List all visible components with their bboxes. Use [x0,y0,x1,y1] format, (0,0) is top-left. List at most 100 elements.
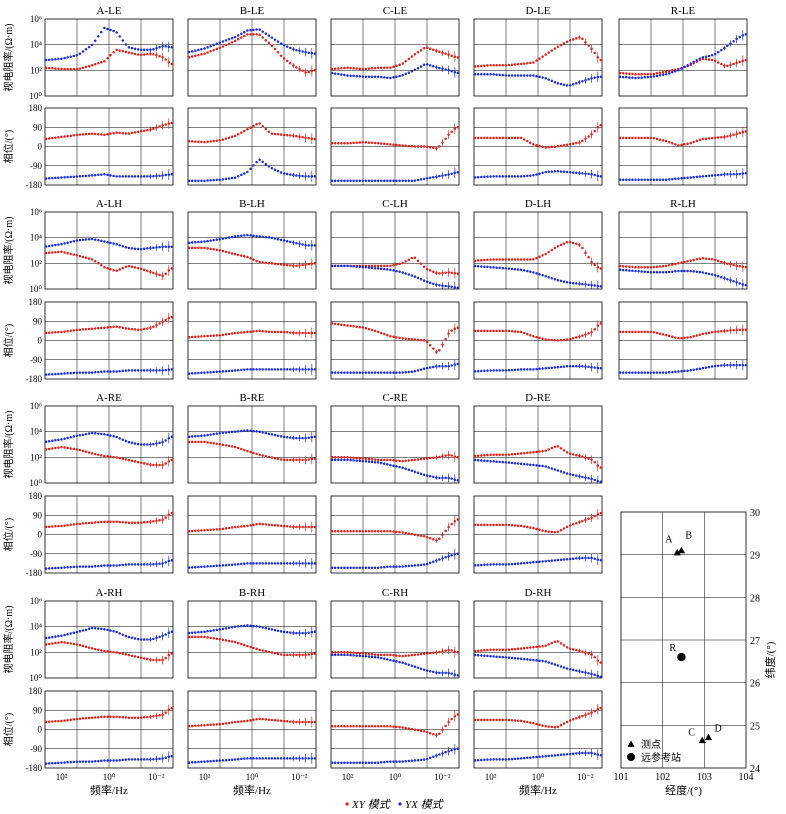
data-point [364,652,368,656]
data-point [498,758,501,761]
data-point [100,264,103,267]
data-point [112,435,115,438]
data-point [340,566,343,569]
data-point [267,650,271,654]
data-point [90,371,94,374]
data-point [270,330,274,334]
data-point [279,238,283,242]
data-point [526,720,529,724]
data-point [343,179,346,182]
data-point [349,530,352,533]
data-point [526,258,529,261]
phase-tick-label: 180 [29,297,43,307]
data-point [456,286,460,289]
panel-title: A-LE [96,5,121,17]
data-point [386,264,389,268]
data-point [93,39,97,42]
data-point [667,140,671,144]
data-point [270,456,274,459]
data-point [438,753,441,756]
data-point [410,55,414,58]
data-point [386,653,389,657]
data-point [209,433,212,436]
data-point [559,723,563,727]
data-point [124,369,128,372]
data-point [738,172,741,176]
freq-axis-label: 频率/Hz [90,783,128,797]
data-point [413,338,417,341]
xy-phase-series [473,509,603,534]
data-point [541,55,544,58]
data-point [361,566,365,569]
data-point [522,62,526,65]
data-point [376,371,380,374]
lat-tick-label: 27 [750,636,760,647]
data-point [565,40,569,43]
data-point [190,140,194,143]
data-point [419,277,423,281]
data-point [130,636,134,640]
data-point [416,533,420,537]
data-point [276,524,280,527]
phase-tick-label: 180 [29,686,43,696]
data-point [194,179,197,182]
data-point [72,631,76,635]
data-point [194,631,197,634]
data-point [575,336,578,339]
data-point [100,454,103,457]
phase-tick-label: 90 [33,705,43,715]
data-point [279,757,283,760]
data-point [726,135,729,138]
data-point [376,179,380,182]
data-point [425,669,429,672]
data-point [343,458,346,462]
data-point [373,264,377,268]
data-point [124,245,128,249]
data-point [224,758,228,762]
data-point [261,757,264,760]
data-point [187,566,191,569]
data-point [224,39,228,42]
data-point [522,525,526,528]
data-point [473,370,477,373]
data-point [562,143,566,147]
data-point [634,269,637,273]
data-point [295,66,298,69]
data-point [738,131,741,135]
data-point [124,43,128,46]
data-point [649,75,653,79]
data-point [44,66,48,70]
data-point [267,165,271,168]
data-point [513,258,517,261]
data-point [51,176,54,180]
data-point [333,67,337,70]
data-point [476,369,480,373]
data-point [93,565,97,568]
data-point [133,369,137,372]
data-point [282,44,286,47]
data-point [541,449,544,453]
data-point [93,260,97,263]
data-point [221,237,225,240]
data-point [383,179,386,182]
data-point [581,365,584,368]
data-point [81,433,85,436]
data-point [489,523,492,527]
data-point [501,648,505,652]
data-point [361,761,365,764]
data-point [343,725,346,728]
data-point [634,76,637,80]
data-point [744,363,748,367]
data-point [532,721,535,725]
data-point [69,240,72,244]
data-point [516,368,520,371]
data-point [130,247,134,250]
yx-phase-series [44,751,174,765]
data-point [355,456,358,460]
data-point [118,369,121,373]
data-point [78,133,82,136]
data-point [376,264,380,268]
data-point [370,458,374,461]
data-point [75,175,79,178]
data-point [72,447,76,451]
